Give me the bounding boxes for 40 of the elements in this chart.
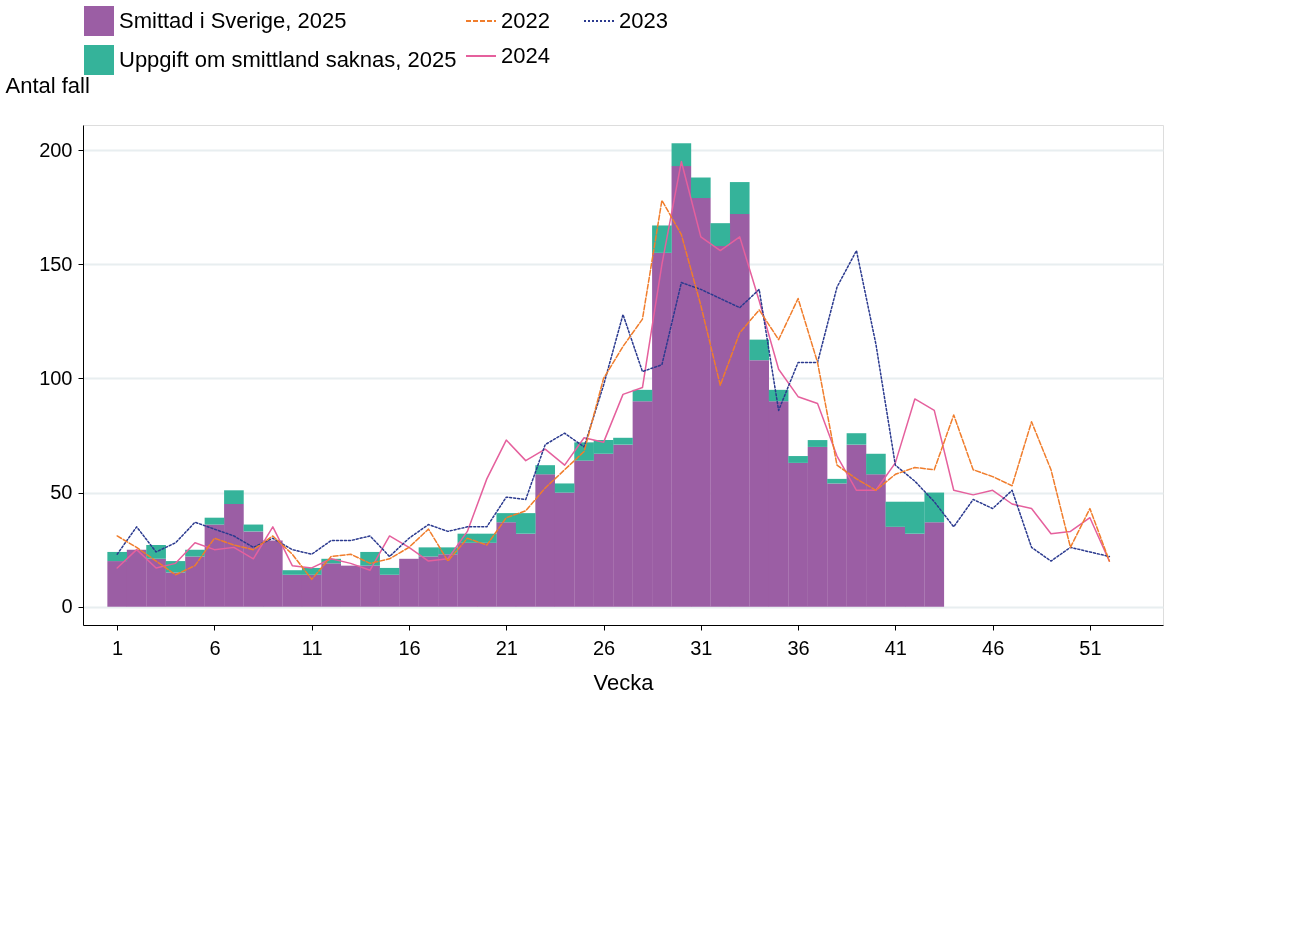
x-tick-label: 1 — [112, 636, 124, 659]
bar — [224, 490, 244, 504]
x-tick-label: 46 — [982, 636, 1005, 659]
x-tick-label: 11 — [301, 636, 323, 659]
bar — [710, 223, 731, 246]
y-tick-label: 150 — [39, 252, 73, 275]
x-tick-label: 16 — [398, 636, 421, 659]
y-tick-label: 200 — [39, 138, 73, 161]
y-tick-label: 0 — [61, 595, 73, 618]
bar — [866, 453, 886, 475]
legend-label: 2024 — [501, 43, 550, 68]
bar — [554, 483, 575, 493]
x-tick-label: 31 — [690, 636, 713, 659]
bar — [535, 465, 555, 475]
y-tick-label: 50 — [50, 481, 73, 504]
bar — [379, 567, 400, 575]
y-tick-label: 100 — [39, 366, 73, 389]
bar — [107, 551, 127, 562]
x-tick-label: 26 — [592, 636, 616, 659]
bar — [204, 517, 225, 525]
x-tick-label: 6 — [209, 636, 221, 659]
bar — [749, 339, 769, 361]
bar — [807, 440, 828, 447]
bar — [671, 143, 692, 167]
legend-label: Uppgift om smittland saknas, 2025 — [119, 47, 457, 72]
x-tick-label: 36 — [787, 636, 810, 659]
line-series — [116, 249, 1111, 562]
x-tick-label: 21 — [495, 636, 518, 659]
y-axis-title: Antal fall — [5, 72, 90, 98]
x-tick-label: 41 — [884, 636, 907, 659]
legend-label: 2022 — [501, 8, 550, 33]
legend-label: 2023 — [619, 8, 668, 33]
bar — [691, 177, 711, 199]
x-tick-label: 51 — [1079, 636, 1102, 659]
x-axis-title: Vecka — [593, 669, 655, 695]
legend-label: Smittad i Sverige, 2025 — [119, 8, 347, 33]
bar — [846, 433, 867, 445]
bar — [729, 182, 750, 215]
bar — [788, 456, 808, 463]
bar — [632, 389, 653, 402]
